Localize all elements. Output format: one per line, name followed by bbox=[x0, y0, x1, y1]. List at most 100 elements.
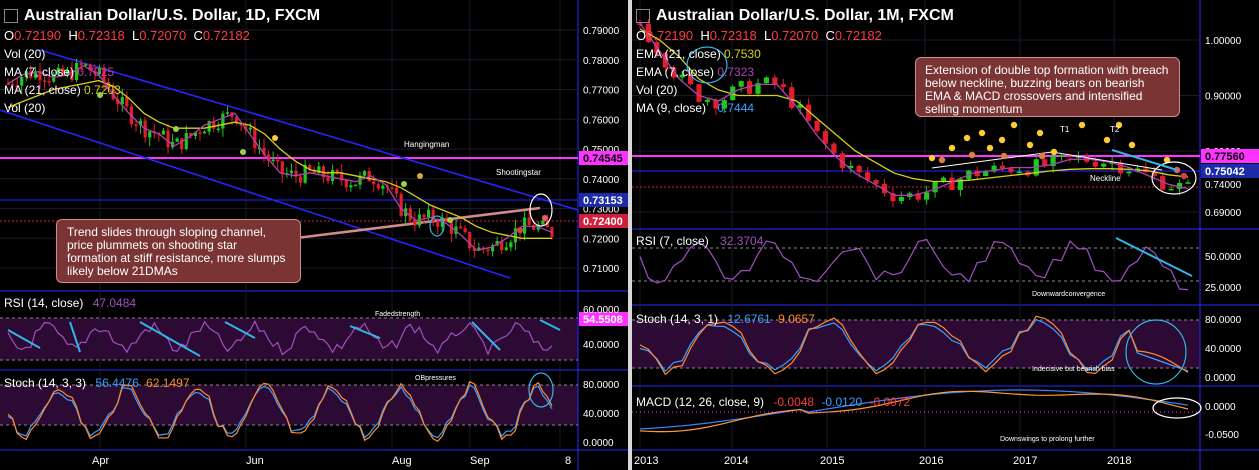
candle-body bbox=[472, 248, 476, 251]
left-chart-panel[interactable]: Hangingman Shootingstar Fadedstrength OB… bbox=[0, 0, 628, 470]
r-candle-body bbox=[1058, 154, 1065, 157]
left-ma7-legend[interactable]: MA (7, close) 0.7225 bbox=[4, 64, 320, 80]
candle-body bbox=[47, 80, 51, 83]
r-rsi-legend[interactable]: RSI (7, close) 32.3704 bbox=[636, 234, 763, 248]
r-pattern-dot bbox=[1000, 152, 1008, 160]
ma21-line bbox=[7, 79, 552, 239]
r-stoch-note: Indecisive but bearish bias bbox=[1032, 366, 1115, 373]
candle-body bbox=[70, 69, 74, 81]
stoch-tick-40: 40.0000 bbox=[583, 409, 620, 420]
candle-body bbox=[134, 124, 138, 126]
r-chart-symbol-icon[interactable] bbox=[636, 9, 650, 23]
r-candle-body bbox=[915, 193, 921, 200]
candle-body bbox=[376, 184, 380, 189]
r-candle-body bbox=[1126, 171, 1132, 174]
right-title-row: Australian Dollar/U.S. Dollar, 1M, FXCM bbox=[636, 8, 954, 24]
r-pattern-dot bbox=[998, 136, 1006, 144]
candle-body bbox=[198, 132, 202, 135]
r-vol-label[interactable]: Vol (20) bbox=[636, 83, 678, 97]
candle-body bbox=[180, 138, 184, 150]
r-candle-body bbox=[679, 74, 685, 78]
r-candle-body bbox=[1101, 163, 1107, 167]
ema21-value: 0.7530 bbox=[724, 47, 761, 61]
r-stoch-circle bbox=[1125, 319, 1187, 385]
r-candle-body bbox=[696, 84, 702, 102]
panel-divider bbox=[628, 0, 632, 470]
candle-body bbox=[490, 245, 495, 252]
ma9-value: 0.7444 bbox=[717, 101, 755, 115]
candle-body bbox=[6, 83, 10, 86]
rsi-tick-60: 60.0000 bbox=[583, 305, 620, 316]
r-rsi-note: Downwardconvergence bbox=[1032, 291, 1105, 298]
r-macd-circle bbox=[1152, 397, 1202, 419]
r-candle-body bbox=[839, 153, 845, 169]
candle-body bbox=[234, 116, 239, 124]
candle-body bbox=[225, 112, 230, 114]
left-stoch-legend[interactable]: Stoch (14, 3, 3) 56.4476 62.1497 bbox=[4, 376, 190, 390]
right-legend: Australian Dollar/U.S. Dollar, 1M, FXCM … bbox=[636, 8, 954, 116]
pattern-dot bbox=[542, 215, 548, 221]
left-ma21-legend[interactable]: MA (21, close) 0.7203 bbox=[4, 82, 320, 98]
candle-body bbox=[248, 127, 252, 130]
r-macd-label: MACD (12, 26, close, 9) bbox=[636, 395, 765, 409]
left-chart-svg: Hangingman Shootingstar Fadedstrength OB… bbox=[0, 0, 628, 470]
candle-body bbox=[102, 67, 106, 83]
candle-body bbox=[38, 71, 42, 81]
r-candle-body bbox=[949, 177, 955, 191]
rsi-label: RSI (14, close) bbox=[4, 296, 84, 310]
candle-body bbox=[184, 132, 188, 150]
r-candle-body bbox=[957, 178, 963, 191]
candle-body bbox=[362, 171, 367, 176]
r-candle-body bbox=[865, 172, 871, 181]
left-price-tick: 0.76000 bbox=[583, 115, 620, 126]
candle-body bbox=[97, 67, 102, 74]
r-pattern-dot bbox=[1038, 152, 1046, 160]
badge-073153: 0.73153 bbox=[583, 195, 623, 207]
r-stoch-legend[interactable]: Stoch (14, 3, 1) 12.6761 9.0657 bbox=[636, 312, 815, 326]
r-macd-val-2: -0.0072 bbox=[869, 395, 911, 409]
chart-symbol-icon[interactable] bbox=[4, 9, 18, 23]
candle-body bbox=[463, 228, 467, 233]
r-rsi-value: 32.3704 bbox=[720, 234, 764, 248]
left-vol2-label[interactable]: Vol (20) bbox=[4, 101, 46, 115]
candle-body bbox=[394, 187, 399, 194]
pattern-dot bbox=[97, 92, 103, 98]
r-candle-body bbox=[713, 99, 719, 109]
resistance-diag bbox=[279, 206, 541, 242]
shooting-star-circle bbox=[529, 193, 553, 227]
r-ema21-legend[interactable]: EMA (21, close) 0.7530 bbox=[636, 46, 954, 62]
ma21-value: 0.7203 bbox=[84, 83, 121, 97]
stoch-tick-80: 80.0000 bbox=[583, 380, 620, 391]
r-candle-body bbox=[763, 77, 770, 84]
right-title: Australian Dollar/U.S. Dollar, 1M, FXCM bbox=[656, 7, 954, 24]
candle-body bbox=[308, 165, 312, 170]
candle-body bbox=[486, 249, 490, 252]
left-vol-label[interactable]: Vol (20) bbox=[4, 47, 46, 61]
r-ema7-legend[interactable]: EMA (7, close) 0.7323 bbox=[636, 64, 954, 80]
r-ema-circle bbox=[686, 46, 728, 84]
r-badge-077560: 0.77560 bbox=[1205, 151, 1245, 163]
ohlc-c-label: C bbox=[193, 28, 203, 43]
candle-body bbox=[29, 71, 33, 78]
candle-body bbox=[253, 127, 257, 148]
r-ma9-legend[interactable]: MA (9, close) 0.7444 bbox=[636, 100, 954, 116]
candle-body bbox=[500, 241, 504, 251]
left-rsi-legend[interactable]: RSI (14, close) 47.0484 bbox=[4, 296, 136, 310]
right-chart-panel[interactable]: T1 T2 Neckline Downwardconvergence Indec… bbox=[632, 0, 1259, 470]
r-candle-body bbox=[991, 165, 997, 172]
candle-body bbox=[349, 185, 353, 188]
r-candle-body bbox=[662, 53, 668, 68]
r-macd-legend[interactable]: MACD (12, 26, close, 9) -0.0048 -0.0120 … bbox=[636, 395, 910, 409]
right-level-badges: 0.77560 0.75042 0.74000 bbox=[1201, 149, 1259, 191]
candle-body bbox=[116, 99, 120, 105]
r-candle-body bbox=[1075, 156, 1081, 158]
candle-body bbox=[335, 169, 339, 173]
r-pattern-dot bbox=[1010, 121, 1018, 129]
r-macd-tick-0: 0.0000 bbox=[1205, 402, 1236, 413]
candle-body bbox=[239, 123, 243, 126]
r-candle-body bbox=[1176, 182, 1183, 189]
candle-body bbox=[468, 232, 472, 249]
r-badge-074000: 0.74000 bbox=[1205, 180, 1242, 191]
candle-body bbox=[422, 214, 426, 218]
r-candle-body bbox=[1008, 168, 1014, 173]
